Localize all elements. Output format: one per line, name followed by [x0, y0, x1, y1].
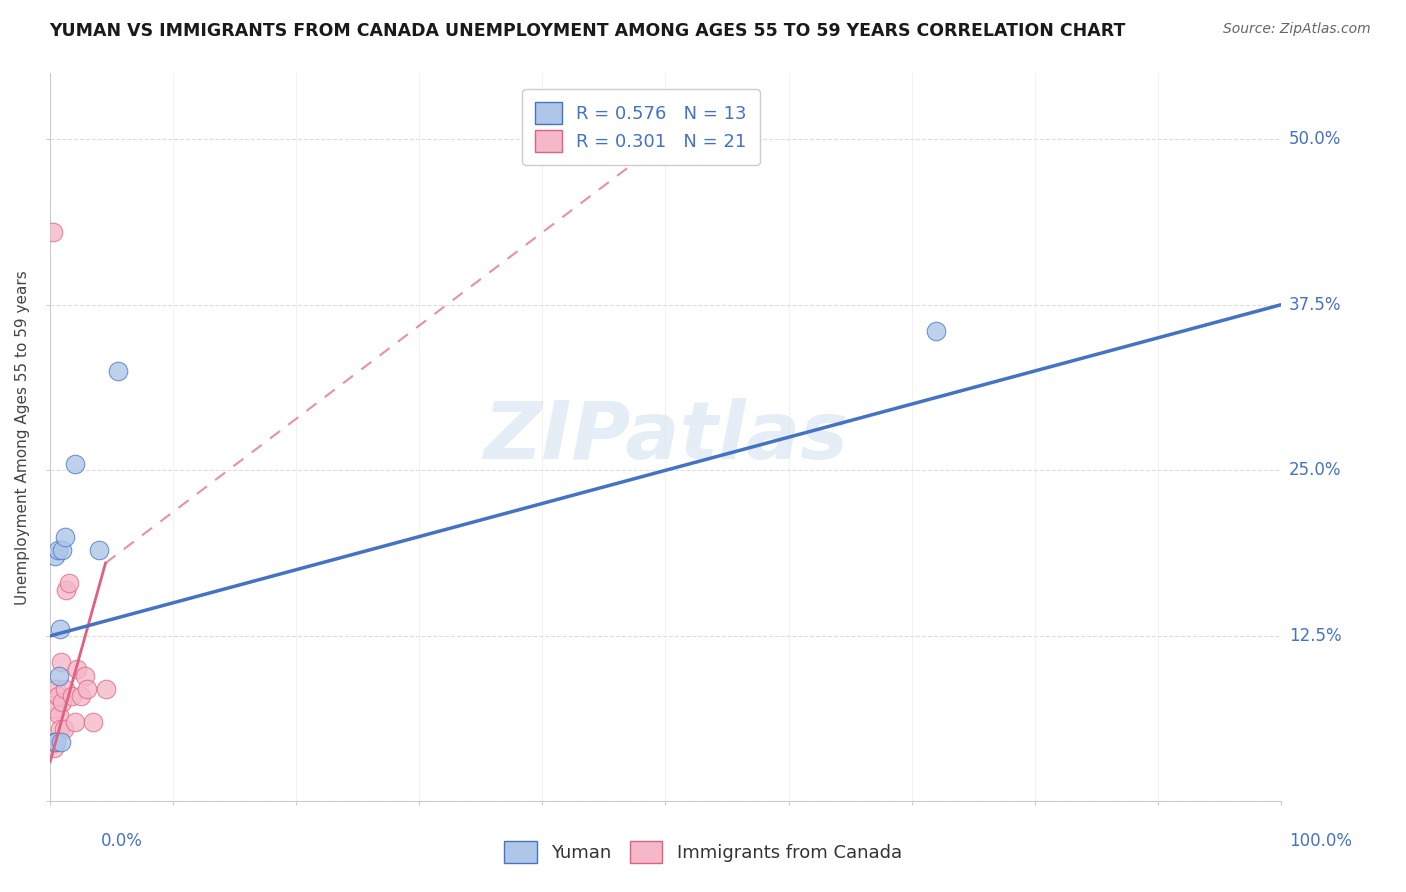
Text: 50.0%: 50.0% — [1289, 130, 1341, 148]
Point — [48, 668, 70, 682]
Point — [89, 542, 111, 557]
Point — [51, 542, 73, 557]
Point — [58, 576, 80, 591]
Point — [82, 714, 104, 729]
Text: ZIPatlas: ZIPatlas — [484, 398, 848, 476]
Point — [73, 668, 96, 682]
Point — [41, 225, 63, 239]
Point — [48, 708, 70, 723]
Point — [45, 681, 67, 696]
Point — [42, 741, 65, 756]
Y-axis label: Unemployment Among Ages 55 to 59 years: Unemployment Among Ages 55 to 59 years — [15, 270, 30, 605]
Point — [49, 722, 72, 736]
Point — [60, 689, 83, 703]
Legend: R = 0.576   N = 13, R = 0.301   N = 21: R = 0.576 N = 13, R = 0.301 N = 21 — [522, 89, 759, 165]
Text: 12.5%: 12.5% — [1289, 627, 1341, 645]
Point — [44, 702, 66, 716]
Point — [51, 656, 73, 670]
Point — [925, 324, 948, 338]
Text: 100.0%: 100.0% — [1289, 831, 1353, 849]
Point — [53, 530, 76, 544]
Point — [52, 722, 75, 736]
Text: Source: ZipAtlas.com: Source: ZipAtlas.com — [1223, 22, 1371, 37]
Point — [49, 622, 72, 636]
Text: 25.0%: 25.0% — [1289, 461, 1341, 479]
Point — [45, 735, 67, 749]
Point — [51, 735, 73, 749]
Point — [42, 735, 65, 749]
Point — [63, 714, 86, 729]
Point — [53, 681, 76, 696]
Legend: Yuman, Immigrants from Canada: Yuman, Immigrants from Canada — [495, 832, 911, 872]
Point — [46, 689, 69, 703]
Point — [46, 542, 69, 557]
Point — [51, 695, 73, 709]
Point — [66, 662, 89, 676]
Text: 0.0%: 0.0% — [101, 831, 143, 849]
Text: YUMAN VS IMMIGRANTS FROM CANADA UNEMPLOYMENT AMONG AGES 55 TO 59 YEARS CORRELATI: YUMAN VS IMMIGRANTS FROM CANADA UNEMPLOY… — [49, 22, 1126, 40]
Point — [76, 681, 98, 696]
Point — [94, 681, 117, 696]
Text: 37.5%: 37.5% — [1289, 296, 1341, 314]
Point — [55, 582, 77, 597]
Point — [70, 689, 93, 703]
Point — [63, 457, 86, 471]
Point — [44, 549, 66, 564]
Point — [107, 364, 129, 378]
